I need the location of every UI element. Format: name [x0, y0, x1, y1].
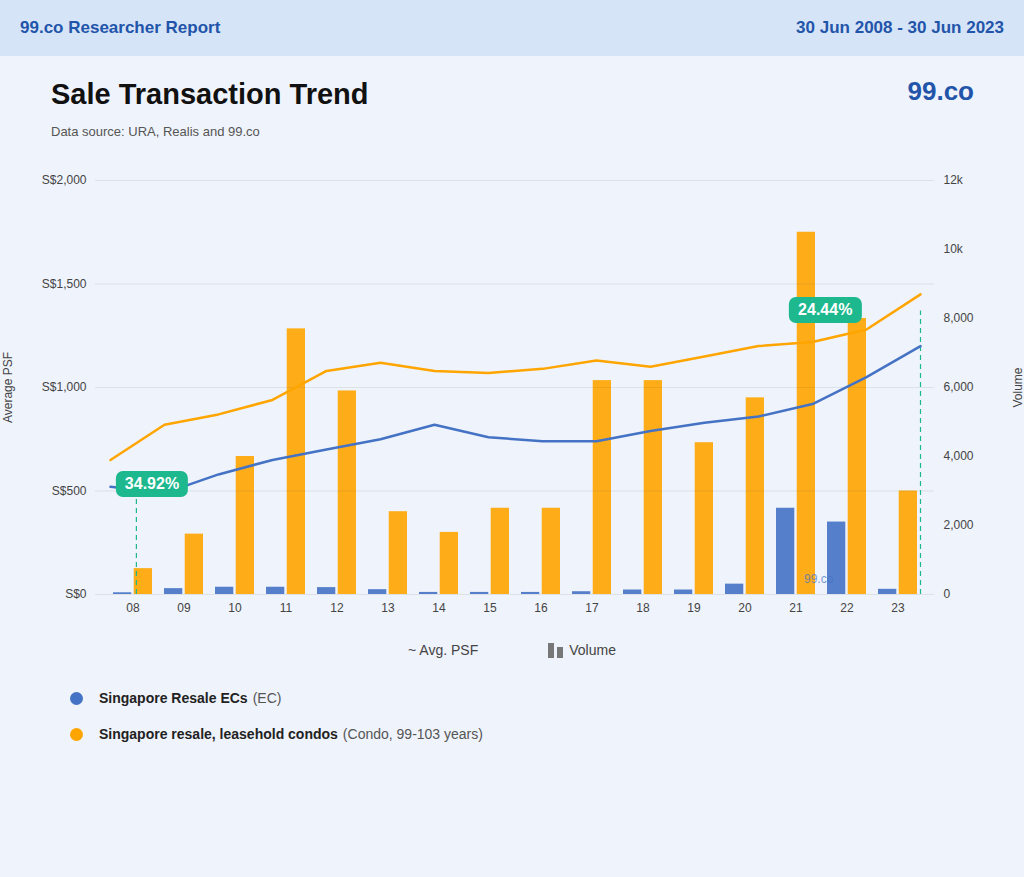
html-text:30 Jun 2008 - 30 Jun 2023: 30 Jun 2008 - 30 Jun 2023 — [796, 18, 1004, 37]
svg-text:12k: 12k — [944, 173, 964, 187]
html-text:99.co Researcher Report: 99.co Researcher Report — [20, 18, 221, 37]
html-text:Singapore Resale ECs (EC): Singapore Resale ECs (EC) — [99, 690, 282, 706]
svg-text:16: 16 — [534, 601, 548, 615]
html-text:Data source: URA, Realis and 9: Data source: URA, Realis and 99.co — [51, 124, 260, 139]
svg-text:S$500: S$500 — [52, 484, 87, 498]
svg-text:0: 0 — [944, 587, 951, 601]
svg-text:10: 10 — [228, 601, 242, 615]
svg-text:22: 22 — [840, 601, 854, 615]
html-text:24.44%: 24.44% — [798, 301, 853, 319]
html-text:Sale Transaction Trend: Sale Transaction Trend — [51, 78, 369, 110]
html-text:~ Avg. PSF: ~ Avg. PSF — [408, 642, 479, 658]
svg-text:11: 11 — [280, 601, 293, 615]
svg-text:13: 13 — [381, 601, 395, 615]
svg-text:19: 19 — [687, 601, 701, 615]
html-text:99.co: 99.co — [907, 76, 974, 106]
svg-text:2,000: 2,000 — [944, 518, 974, 532]
svg-text:20: 20 — [738, 601, 752, 615]
svg-text:08: 08 — [126, 601, 140, 615]
svg-text:14: 14 — [432, 601, 446, 615]
svg-text:8,000: 8,000 — [944, 311, 974, 325]
svg-text:Volume: Volume — [1011, 367, 1024, 407]
svg-text:S$0: S$0 — [65, 587, 87, 601]
svg-text:21: 21 — [789, 601, 803, 615]
svg-text:S$1,000: S$1,000 — [42, 380, 87, 394]
svg-text:09: 09 — [177, 601, 191, 615]
html-text:99.co: 99.co — [804, 572, 834, 586]
svg-text:4,000: 4,000 — [944, 449, 974, 463]
svg-text:23: 23 — [891, 601, 905, 615]
svg-text:15: 15 — [483, 601, 497, 615]
svg-text:6,000: 6,000 — [944, 380, 974, 394]
html-text:Singapore resale, leasehold co: Singapore resale, leasehold condos (Cond… — [99, 726, 483, 742]
svg-text:17: 17 — [585, 601, 599, 615]
svg-text:S$2,000: S$2,000 — [42, 173, 87, 187]
svg-text:10k: 10k — [944, 242, 964, 256]
html-text:34.92%: 34.92% — [124, 475, 180, 493]
svg-text:12: 12 — [330, 601, 344, 615]
svg-text:18: 18 — [636, 601, 650, 615]
html-text:Volume: Volume — [569, 642, 616, 658]
svg-text:Average PSF: Average PSF — [1, 352, 15, 423]
svg-text:S$1,500: S$1,500 — [42, 277, 87, 291]
